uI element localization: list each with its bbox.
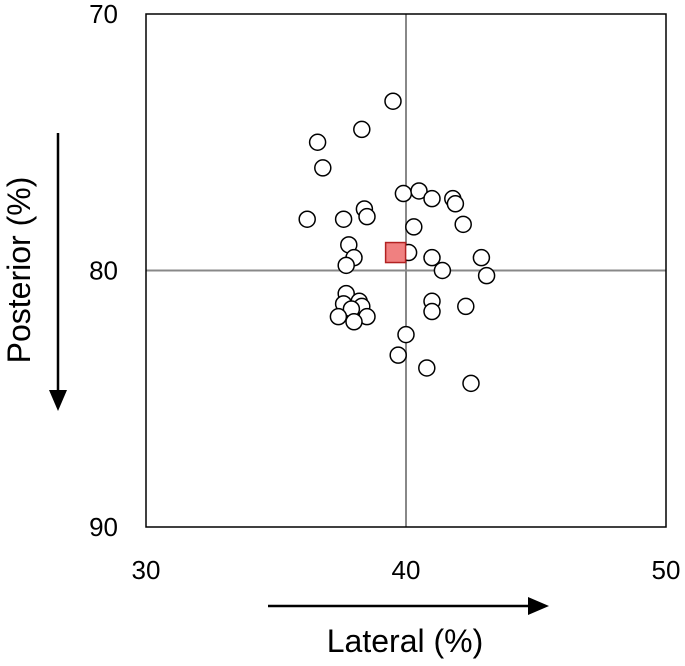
data-point — [389, 346, 407, 364]
data-point — [433, 261, 452, 280]
mean-marker — [384, 241, 407, 264]
data-point — [358, 207, 376, 226]
y-direction-arrow — [49, 133, 67, 411]
data-point — [423, 189, 441, 208]
x-axis-title: Lateral (%) — [327, 623, 484, 659]
data-point — [462, 374, 480, 393]
data-point — [423, 248, 441, 267]
data-point — [308, 133, 327, 151]
data-point — [446, 195, 465, 213]
x-direction-arrow — [268, 597, 549, 615]
tick-labels: 30 40 50 70 80 90 — [89, 0, 680, 585]
y-tick-label: 90 — [89, 512, 118, 542]
data-point — [345, 313, 363, 331]
data-point — [423, 302, 441, 321]
x-tick-label: 40 — [392, 555, 421, 585]
data-point — [477, 266, 496, 285]
data-point — [410, 182, 428, 200]
data-point — [334, 210, 353, 228]
plot-frame — [145, 13, 667, 528]
data-point — [353, 120, 371, 139]
data-point — [405, 218, 423, 236]
y-tick-label: 80 — [89, 256, 118, 286]
data-point — [454, 215, 472, 234]
data-point — [472, 248, 491, 267]
data-point — [314, 159, 332, 177]
data-point — [394, 184, 413, 203]
data-point — [397, 325, 415, 344]
x-tick-label: 30 — [132, 555, 161, 585]
data-point — [298, 210, 316, 228]
y-tick-label: 70 — [89, 0, 118, 29]
data-point — [329, 307, 348, 326]
points-layer — [298, 92, 496, 393]
x-tick-label: 50 — [652, 555, 681, 585]
y-axis-title: Posterior (%) — [1, 177, 37, 364]
data-point — [418, 359, 436, 377]
data-point — [384, 92, 402, 110]
reference-lines — [146, 14, 666, 527]
data-point — [337, 256, 355, 275]
data-point — [457, 297, 475, 316]
